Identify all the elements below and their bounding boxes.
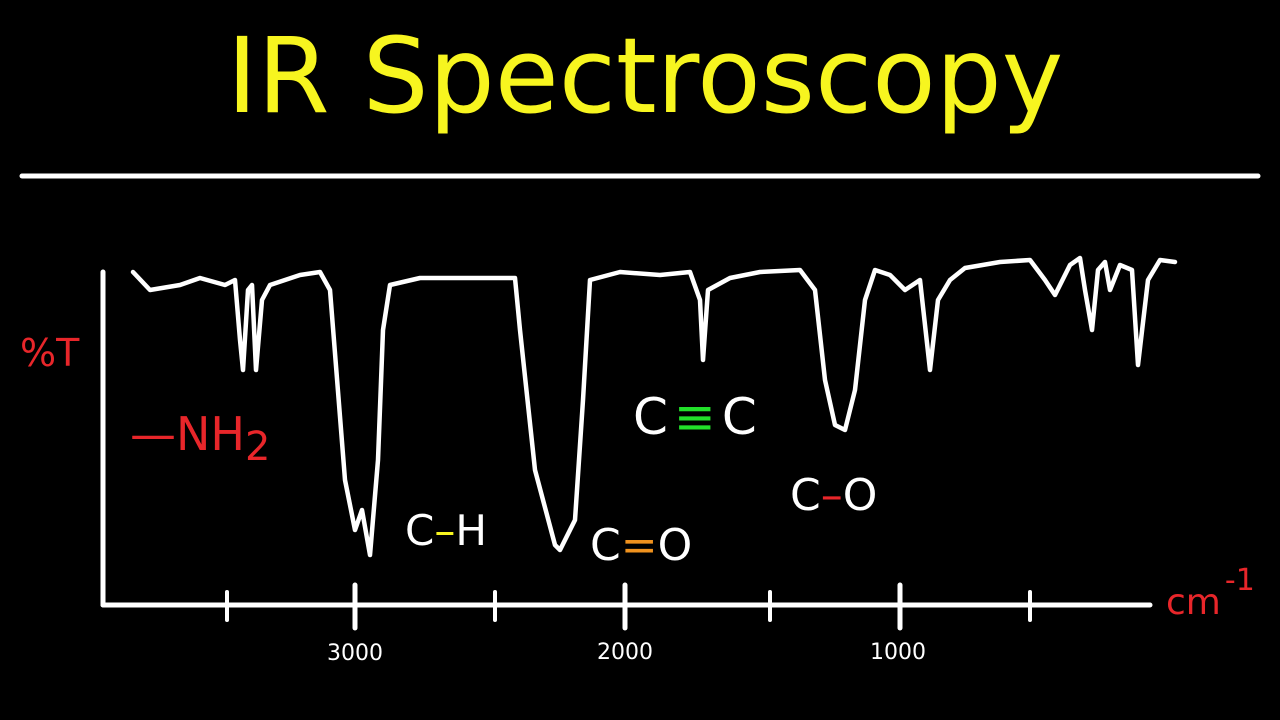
- spectrum: [130, 255, 1178, 558]
- bond: –: [434, 506, 455, 555]
- atom: C: [405, 506, 434, 555]
- atom: O: [843, 470, 878, 521]
- tick-label: 1000: [870, 640, 926, 665]
- x-axis-label: cm-1: [1166, 563, 1255, 623]
- y-axis-label: %T: [20, 331, 80, 375]
- ticks: [225, 582, 1032, 631]
- atom: C: [722, 388, 757, 446]
- co-single-label: C–O: [790, 470, 877, 521]
- atom: H: [455, 506, 487, 555]
- tick-label: 2000: [597, 640, 653, 665]
- atom: C: [790, 470, 821, 521]
- ch-label: C–H: [405, 506, 487, 555]
- atom: C: [633, 388, 668, 446]
- bond: =: [621, 520, 658, 571]
- title: IR Spectroscopy: [227, 15, 1064, 137]
- tick-label: 3000: [327, 641, 383, 666]
- bond: ≡: [674, 388, 716, 446]
- amine-label: —NH2: [130, 407, 270, 470]
- cc-triple-label: C ≡ C: [633, 388, 757, 446]
- atom: C: [590, 520, 621, 571]
- amine-subscript: 2: [245, 424, 270, 470]
- amine-text: —NH: [130, 407, 245, 461]
- atom: O: [658, 520, 693, 571]
- unit-exponent: -1: [1225, 563, 1255, 598]
- co-double-label: C=O: [590, 520, 692, 571]
- bond: –: [821, 470, 843, 521]
- unit: cm: [1166, 582, 1221, 623]
